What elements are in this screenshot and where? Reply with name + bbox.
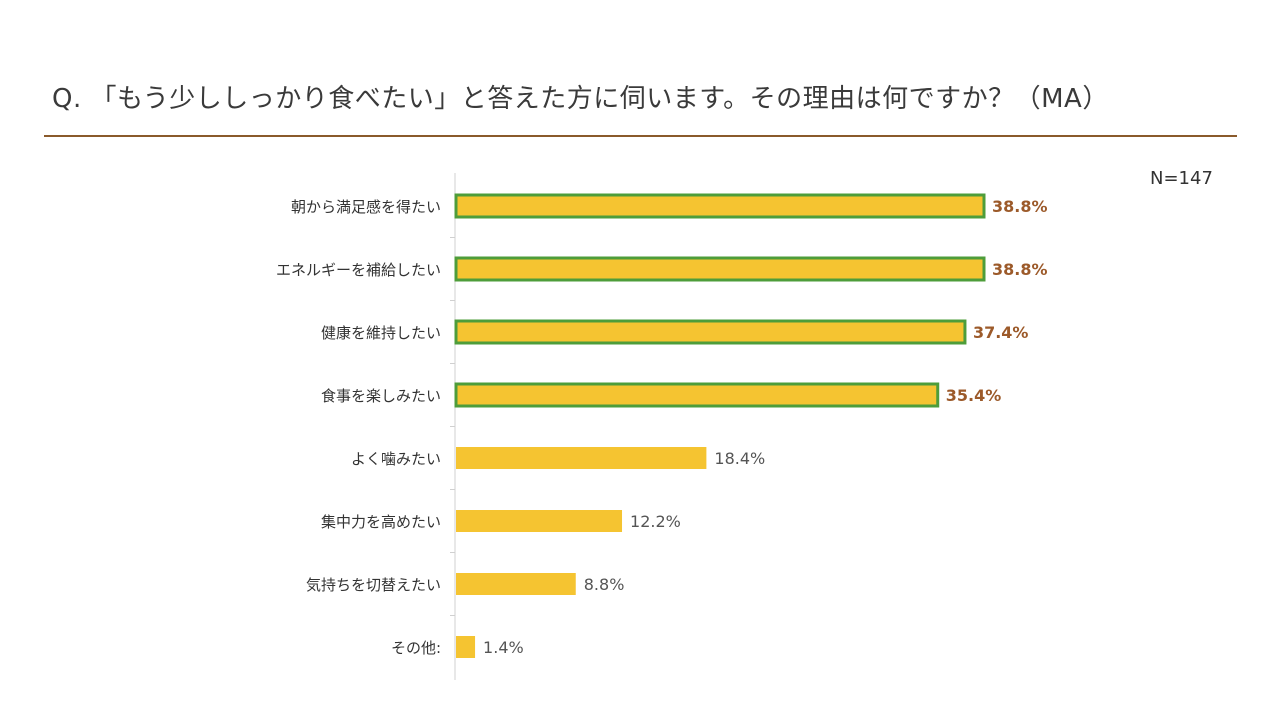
bar <box>454 319 967 345</box>
chart-title: Q. 「もう少ししっかり食べたい」と答えた方に伺います。その理由は何ですか？（M… <box>52 84 1109 114</box>
bar <box>456 447 707 469</box>
value-label: 1.4% <box>483 638 524 657</box>
category-label: その他: <box>391 639 441 657</box>
category-label: 健康を維持したい <box>321 324 441 342</box>
value-label: 8.8% <box>584 575 625 594</box>
bar <box>454 256 986 282</box>
value-label: 38.8% <box>992 197 1048 216</box>
value-label: 37.4% <box>973 323 1029 342</box>
category-label: 朝から満足感を得たい <box>291 198 441 216</box>
category-label: 食事を楽しみたい <box>321 387 441 405</box>
value-label: 12.2% <box>630 512 681 531</box>
value-label: 38.8% <box>992 260 1048 279</box>
bar <box>456 573 576 595</box>
category-label: 気持ちを切替えたい <box>306 576 441 594</box>
category-label: エネルギーを補給したい <box>276 261 441 279</box>
bar <box>454 193 986 219</box>
category-label: 集中力を高めたい <box>321 513 441 531</box>
bar <box>454 382 940 408</box>
value-label: 35.4% <box>946 386 1002 405</box>
value-label: 18.4% <box>714 449 765 468</box>
bar <box>456 510 623 532</box>
title-divider <box>44 135 1237 137</box>
bar <box>456 636 476 658</box>
sample-size-label: N=147 <box>1150 168 1213 189</box>
category-label: よく噛みたい <box>351 450 441 468</box>
